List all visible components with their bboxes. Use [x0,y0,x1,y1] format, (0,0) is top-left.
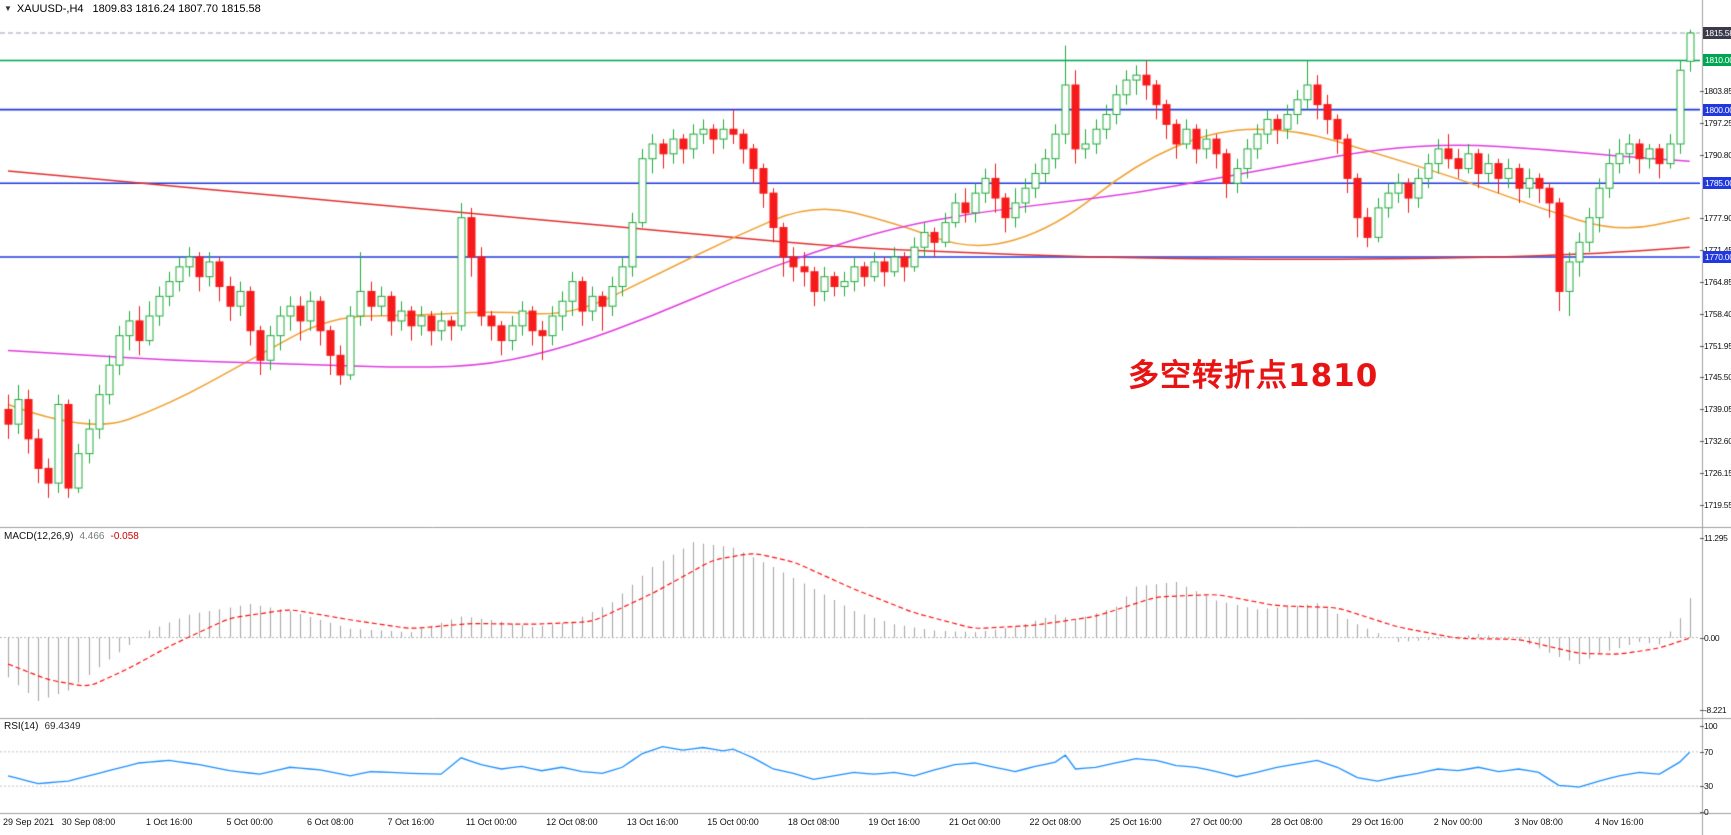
date-axis-label: 22 Oct 08:00 [1029,817,1082,827]
date-axis-label: 18 Oct 08:00 [787,817,840,827]
ohlc-quote-text: 1809.83 1816.24 1807.70 1815.58 [92,3,261,15]
date-axis-label: 30 Sep 08:00 [61,817,116,827]
macd-indicator-label: MACD(12,26,9) 4.466 -0.058 [4,531,139,542]
date-axis-label: 1 Oct 16:00 [145,817,193,827]
rsi-axis-label: 30 [1704,781,1713,792]
hline-price-label: 1785.00 [1703,177,1731,190]
hline-price-label: 1800.00 [1703,103,1731,116]
macd-value: 4.466 [79,531,105,542]
rsi-indicator-label: RSI(14) 69.4349 [4,721,81,732]
date-axis-label: 28 Oct 08:00 [1271,817,1323,827]
rsi-name: RSI(14) [4,721,39,732]
rsi-axis-label: 70 [1704,746,1713,757]
date-axis-label: 29 Sep 2021 [3,817,55,827]
macd-axis-label: 0.00 [1704,632,1720,643]
date-axis-label: 15 Oct 00:00 [707,817,759,827]
date-axis-label: 13 Oct 16:00 [626,817,679,827]
price-axis-label: 1732.60 [1704,435,1731,446]
price-axis-label: 1803.85 [1704,85,1731,96]
price-axis-label: 1739.05 [1704,404,1731,415]
price-axis-label: 1797.25 [1704,118,1731,129]
date-axis-label: 2 Nov 00:00 [1433,817,1483,827]
date-axis-label: 19 Oct 16:00 [868,817,920,827]
date-axis-label: 21 Oct 00:00 [948,817,1001,827]
date-axis-label: 3 Nov 08:00 [1514,817,1563,827]
symbol-dropdown-icon[interactable]: ▼ [4,4,12,13]
macd-name: MACD(12,26,9) [4,531,74,542]
symbol-timeframe-label: XAUUSD-,H4 [16,3,84,15]
price-axis-label: 1719.55 [1704,499,1731,510]
chart-title-bar: ▼ XAUUSD-,H4 1809.83 1816.24 1807.70 1815.… [4,3,261,15]
price-axis-label: 1764.85 [1704,277,1731,288]
rsi-axis-label: 100 [1704,721,1718,731]
date-axis-label: 7 Oct 16:00 [387,817,435,827]
macd-axis-label: 11.295 [1704,533,1728,543]
date-axis-label: 5 Oct 00:00 [226,817,273,827]
rsi-axis-label: 0 [1704,807,1709,817]
macd-axis-label: -8.221 [1704,705,1727,715]
current-price-label: 1815.58 [1703,27,1731,39]
hline-price-label: 1770.00 [1703,251,1731,264]
date-axis-label: 11 Oct 00:00 [465,817,517,827]
annotation-text: 多空转折点1810 [1128,358,1379,394]
price-axis-label: 1726.15 [1704,467,1731,478]
price-axis-label: 1777.90 [1704,213,1731,224]
hline-price-label: 1810.00 [1703,54,1731,67]
date-axis-label: 12 Oct 08:00 [546,817,598,827]
date-axis-label: 29 Oct 16:00 [1351,817,1404,827]
price-axis-label: 1790.80 [1704,149,1731,160]
rsi-value: 69.4349 [44,721,81,732]
date-axis-label: 6 Oct 08:00 [306,817,354,827]
price-axis-label: 1771.45 [1704,244,1731,255]
price-axis-label: 1745.50 [1704,372,1731,383]
price-axis-label: 1758.40 [1704,309,1731,320]
price-axis-label: 1751.95 [1704,340,1731,351]
date-axis-label: 27 Oct 00:00 [1190,817,1243,827]
macd-signal-value: -0.058 [110,531,139,542]
date-axis-label: 4 Nov 16:00 [1594,817,1644,827]
date-axis-label: 25 Oct 16:00 [1110,817,1162,827]
